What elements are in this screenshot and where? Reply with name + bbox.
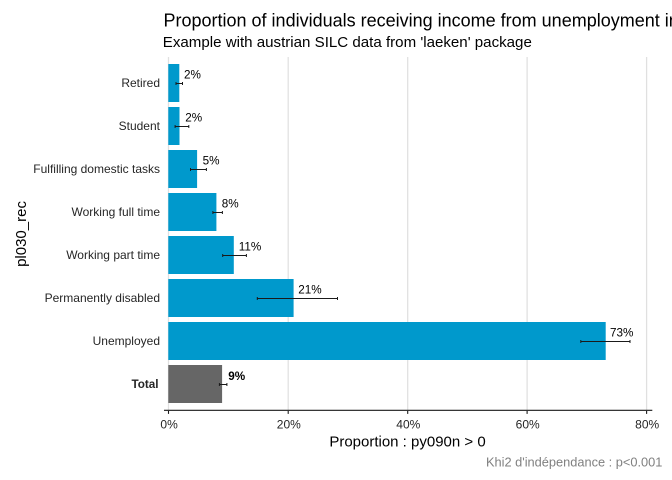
svg-text:Proportion of individuals rece: Proportion of individuals receiving inco… (164, 11, 672, 31)
svg-text:40%: 40% (396, 418, 420, 432)
svg-text:Fulfilling domestic tasks: Fulfilling domestic tasks (33, 162, 160, 176)
svg-text:Example with austrian SILC dat: Example with austrian SILC data from 'la… (163, 34, 532, 51)
svg-text:Permanently disabled: Permanently disabled (45, 291, 160, 305)
svg-text:8%: 8% (222, 197, 239, 210)
svg-text:Proportion : py090n > 0: Proportion : py090n > 0 (329, 433, 485, 450)
svg-text:5%: 5% (203, 154, 220, 167)
svg-text:2%: 2% (184, 68, 201, 81)
svg-text:11%: 11% (239, 240, 262, 253)
svg-text:Retired: Retired (121, 76, 160, 90)
svg-text:Total: Total (131, 378, 158, 391)
svg-text:60%: 60% (516, 418, 540, 432)
svg-text:9%: 9% (228, 370, 246, 383)
svg-text:80%: 80% (635, 418, 659, 432)
svg-text:Khi2 d'indépendance : p<0.001: Khi2 d'indépendance : p<0.001 (486, 455, 662, 470)
svg-text:21%: 21% (298, 283, 321, 296)
svg-text:Working part time: Working part time (66, 248, 160, 262)
svg-text:73%: 73% (610, 326, 633, 339)
svg-text:20%: 20% (277, 418, 301, 432)
svg-text:2%: 2% (185, 111, 202, 124)
svg-text:Student: Student (119, 119, 161, 133)
svg-text:pl030_rec: pl030_rec (13, 201, 30, 267)
svg-text:Unemployed: Unemployed (93, 334, 160, 348)
svg-text:Working full time: Working full time (72, 205, 161, 219)
svg-text:0%: 0% (160, 418, 178, 432)
